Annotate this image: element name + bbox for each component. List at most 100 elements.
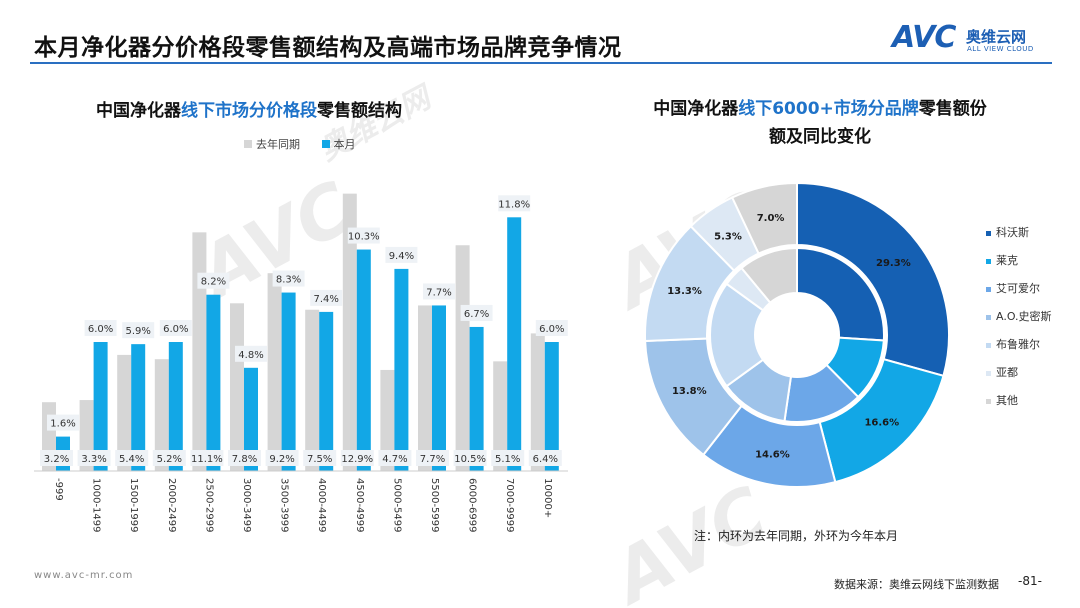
label-box: [310, 289, 343, 306]
legend-label: 莱克: [996, 254, 1018, 267]
data-label-last-year: 5.2%: [157, 454, 182, 465]
donut-title-pre: 中国净化器: [653, 99, 739, 119]
data-label-current: 6.0%: [88, 324, 113, 335]
bar-last-year: [117, 354, 132, 471]
bar-last-year: [342, 193, 357, 471]
label-box: [535, 320, 568, 336]
footer-url: www.avc-mr.com: [34, 570, 134, 581]
data-label-outer: 14.6%: [755, 449, 790, 460]
legend-label: 科沃斯: [996, 226, 1029, 239]
legend-item: 亚都: [984, 366, 1054, 380]
donut-title-highlight: 线下6000+市场分品牌: [738, 99, 919, 119]
outer-slice: [730, 181, 798, 255]
label-box: [528, 450, 562, 466]
label-box: [197, 272, 230, 289]
legend-swatch-icon: [986, 315, 991, 320]
label-box: [498, 195, 531, 212]
label-box: [190, 450, 224, 466]
label-box: [491, 450, 525, 466]
data-label-last-year: 9.2%: [269, 454, 294, 465]
label-box: [77, 450, 111, 466]
bar-last-year: [230, 303, 244, 471]
tick-label: 10000+: [542, 478, 553, 518]
tick-label: 2500-2999: [203, 478, 214, 533]
legend-swatch-icon: [986, 343, 991, 348]
legend-swatch-icon: [986, 371, 991, 376]
legend-label: 艾可爱尔: [996, 282, 1040, 295]
label-box: [265, 450, 299, 466]
label-box: [272, 270, 305, 287]
data-label-outer: 13.8%: [672, 386, 707, 397]
bar-current: [544, 342, 559, 471]
donut-chart: 29.3% 16.6% 14.6% 13.8% 13.3% 5.3% 7.0%: [644, 181, 950, 488]
legend-label: 去年同期: [256, 138, 300, 151]
data-label-current: 10.3%: [348, 232, 380, 243]
tick-label: 4500-4999: [354, 478, 365, 533]
bar-title-highlight: 线下市场分价格段: [181, 101, 317, 121]
page-title: 本月净化器分价格段零售额结构及高端市场品牌竞争情况: [34, 35, 622, 61]
footer-source: 数据来源：奥维云网线下监测数据: [834, 578, 999, 591]
data-label-outer: 16.6%: [864, 417, 899, 428]
label-box: [303, 450, 337, 466]
label-box: [40, 450, 73, 466]
legend-swatch-icon: [321, 140, 330, 148]
bar-last-year: [154, 359, 169, 471]
tick-label: 7000-9999: [504, 478, 515, 533]
data-label-last-year: 12.9%: [341, 454, 373, 465]
bar-last-year: [380, 369, 395, 471]
donut-title-post: 零售额份: [918, 99, 987, 119]
data-label-outer: 7.0%: [757, 213, 785, 224]
tick-label: 1000-1499: [91, 478, 102, 533]
legend-swatch-icon: [986, 231, 991, 236]
tick-label: 5500-5999: [429, 478, 440, 533]
label-box: [152, 450, 186, 466]
logo-mark: AVC: [892, 20, 956, 55]
legend-swatch-icon: [986, 259, 991, 264]
bar-title-pre: 中国净化器: [96, 101, 181, 121]
label-box: [159, 320, 192, 336]
data-label-last-year: 5.4%: [119, 454, 144, 465]
data-label-current: 6.0%: [539, 324, 564, 335]
tick-label: 3500-3999: [279, 478, 290, 533]
legend-swatch-icon: [986, 399, 991, 404]
bar-current: [507, 217, 522, 471]
inner-slice: [709, 282, 765, 388]
label-box: [115, 450, 149, 466]
legend-item-current: 本月: [321, 136, 356, 152]
header-divider: [30, 62, 1052, 64]
data-label-current: 7.7%: [426, 287, 451, 298]
data-label-current: 5.9%: [125, 326, 150, 337]
data-label-current: 11.8%: [498, 199, 530, 210]
legend-swatch-icon: [244, 140, 252, 148]
inner-slice: [740, 246, 798, 305]
legend-swatch-icon: [986, 287, 991, 292]
bar-current: [93, 342, 108, 471]
bar-last-year: [192, 232, 207, 471]
legend-item: 其他: [984, 394, 1054, 408]
bar-chart: 3.2% 1.6% -999 3.3% 6.0% 1000-1499 5.4% 5.9% 150…: [34, 193, 568, 533]
tick-label: 2000-2499: [166, 478, 177, 533]
data-label-last-year: 4.7%: [382, 454, 407, 465]
bar-current: [244, 367, 258, 471]
data-label-last-year: 5.1%: [495, 454, 520, 465]
data-label-last-year: 7.5%: [307, 454, 332, 465]
tick-label: 6000-6999: [467, 478, 478, 533]
legend-item: A.O.史密斯: [984, 310, 1054, 324]
bar-last-year: [418, 305, 432, 471]
outer-slice: [796, 181, 950, 378]
data-label-outer: 29.3%: [876, 258, 911, 269]
label-box: [122, 322, 155, 339]
legend-item-last-year: 去年同期: [244, 136, 300, 152]
legend-item: 布鲁雅尔: [984, 338, 1054, 352]
data-label-current: 1.6%: [50, 419, 75, 430]
header: 本月净化器分价格段零售额结构及高端市场品牌竞争情况: [0, 0, 1080, 64]
legend-label: 亚都: [996, 366, 1018, 379]
data-label-current: 6.0%: [163, 324, 188, 335]
data-label-last-year: 10.5%: [454, 454, 486, 465]
legend-label: A.O.史密斯: [996, 310, 1052, 323]
label-box: [378, 450, 412, 466]
label-box: [385, 246, 418, 263]
legend-label: 本月: [333, 138, 356, 151]
brand-logo: AVC 奥维云网 ALL VIEW CLOUD: [892, 20, 1062, 60]
legend-item: 莱克: [984, 254, 1054, 268]
